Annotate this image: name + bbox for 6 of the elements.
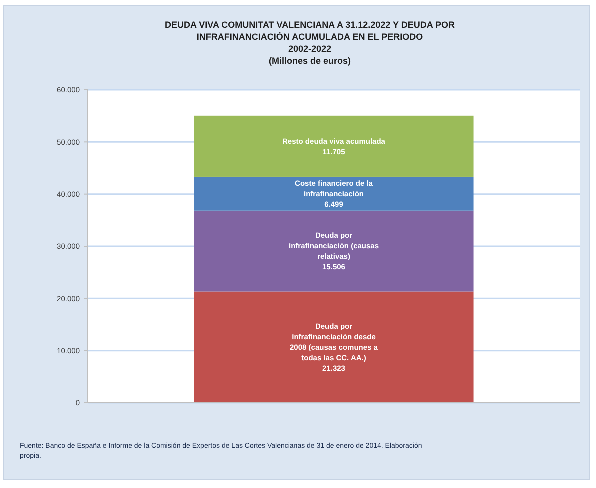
bar xyxy=(194,176,474,211)
bar xyxy=(194,292,474,403)
chart-subtitle: 2002-2022 (Millones de euros) xyxy=(268,44,352,66)
chart-title: DEUDA VIVA COMUNITAT VALENCIANA A 31.12.2022 Y DEUDA POR INFRAFINANCIACIÓN ACUMULADA EN EL PERIODO xyxy=(164,20,456,42)
bar xyxy=(194,210,474,292)
bar xyxy=(194,116,474,177)
